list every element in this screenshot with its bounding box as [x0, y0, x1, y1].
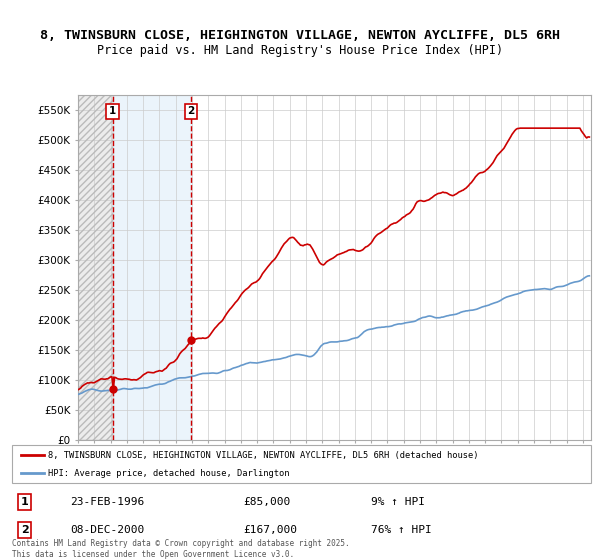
Text: 9% ↑ HPI: 9% ↑ HPI — [371, 497, 425, 507]
Text: 08-DEC-2000: 08-DEC-2000 — [70, 525, 144, 535]
Text: 8, TWINSBURN CLOSE, HEIGHINGTON VILLAGE, NEWTON AYCLIFFE, DL5 6RH (detached hous: 8, TWINSBURN CLOSE, HEIGHINGTON VILLAGE,… — [49, 451, 479, 460]
Text: 23-FEB-1996: 23-FEB-1996 — [70, 497, 144, 507]
Bar — [113, 95, 191, 440]
Text: Price paid vs. HM Land Registry's House Price Index (HPI): Price paid vs. HM Land Registry's House … — [97, 44, 503, 57]
Bar — [78, 95, 113, 440]
Text: £85,000: £85,000 — [244, 497, 291, 507]
Text: Contains HM Land Registry data © Crown copyright and database right 2025.
This d: Contains HM Land Registry data © Crown c… — [12, 539, 350, 559]
Text: 76% ↑ HPI: 76% ↑ HPI — [371, 525, 432, 535]
Text: HPI: Average price, detached house, Darlington: HPI: Average price, detached house, Darl… — [49, 469, 290, 478]
Text: £167,000: £167,000 — [244, 525, 298, 535]
Text: 2: 2 — [187, 106, 194, 116]
Text: 8, TWINSBURN CLOSE, HEIGHINGTON VILLAGE, NEWTON AYCLIFFE, DL5 6RH: 8, TWINSBURN CLOSE, HEIGHINGTON VILLAGE,… — [40, 29, 560, 42]
Text: 1: 1 — [109, 106, 116, 116]
Bar — [78, 95, 113, 440]
FancyBboxPatch shape — [12, 445, 591, 483]
Text: 2: 2 — [21, 525, 29, 535]
Text: 1: 1 — [21, 497, 29, 507]
